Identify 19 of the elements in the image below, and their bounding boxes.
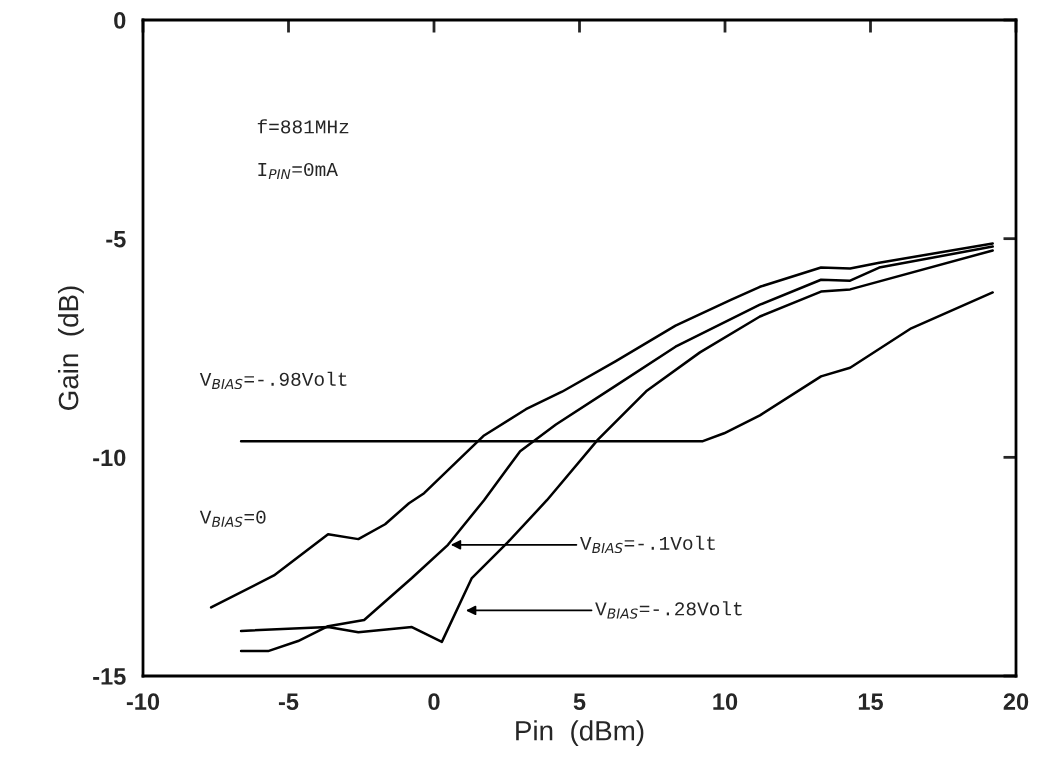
annotation: V$_{BIAS}$=-.28Volt (595, 601, 742, 619)
x-axis-title: Pin (dBm) (516, 720, 644, 747)
x-tick-label: 10 (713, 693, 738, 711)
y-tick-label: -15 (93, 668, 126, 685)
annotation: V$_{BIAS}$=-.1Volt (580, 535, 715, 554)
y-tick-label: -10 (93, 449, 126, 467)
annotation: I$_{PIN}$=0mA (258, 162, 338, 180)
annotation: V$_{BIAS}$=0 (199, 510, 266, 527)
annotation: V$_{BIAS}$=-.98Volt (199, 371, 347, 390)
x-tick-label: -10 (126, 693, 160, 711)
x-tick-label: 20 (1003, 693, 1029, 711)
x-tick-label: 5 (573, 693, 586, 711)
x-tick-label: 15 (858, 693, 883, 711)
y-axis-title: Gain (dB) (57, 286, 84, 410)
annotation: f=881MHz (257, 119, 349, 134)
x-tick-label: -5 (278, 693, 299, 711)
y-tick-label: -5 (106, 230, 126, 248)
x-tick-label: 0 (428, 693, 440, 711)
y-tick-label: 0 (114, 12, 126, 29)
